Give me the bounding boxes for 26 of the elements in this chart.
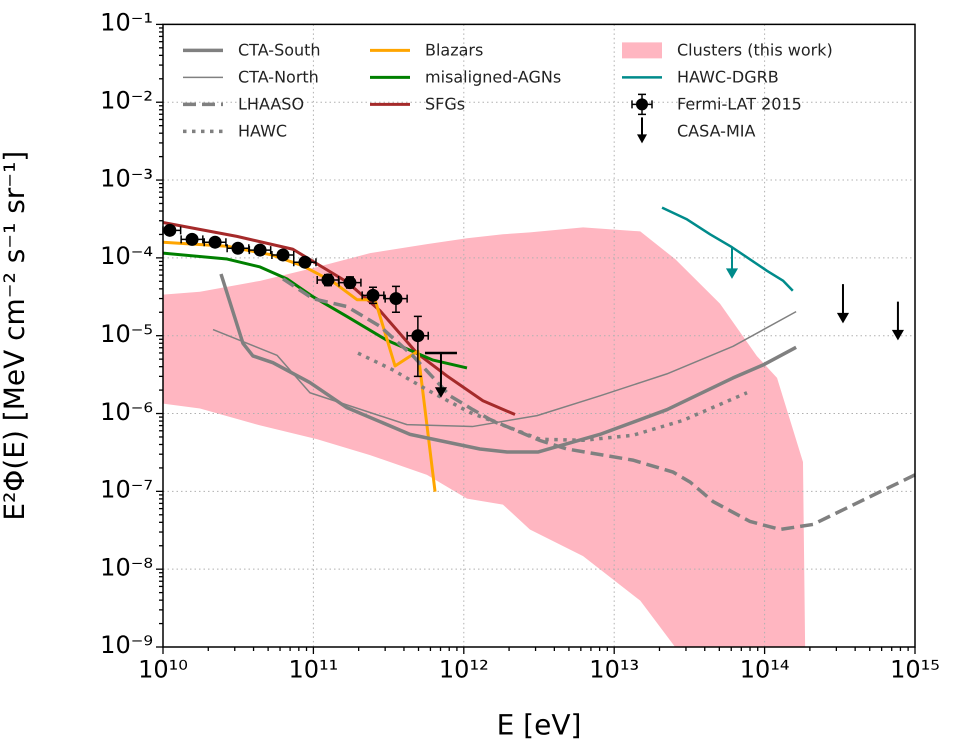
y-axis-title: E²Φ(E) [MeV cm⁻² s⁻¹ sr⁻¹] <box>0 150 32 521</box>
legend-label: Clusters (this work) <box>677 40 833 60</box>
y-tick-label: 10⁻⁶ <box>100 398 153 426</box>
y-tick-label: 10⁻⁵ <box>100 320 153 348</box>
y-tick-label: 10⁻² <box>100 86 153 114</box>
legend-label: Fermi-LAT 2015 <box>677 94 802 114</box>
legend-label: Blazars <box>425 40 484 60</box>
x-tick-label: 10¹³ <box>589 656 640 684</box>
legend-label: CASA-MIA <box>677 122 756 141</box>
y-tick-label: 10⁻¹ <box>100 8 153 37</box>
y-tick-label: 10⁻⁷ <box>100 476 153 504</box>
legend-label: HAWC-DGRB <box>677 68 779 87</box>
legend-label: HAWC <box>238 122 288 141</box>
x-tick-label: 10¹⁵ <box>890 656 940 684</box>
y-tick-label: 10⁻⁴ <box>100 242 153 270</box>
x-axis-title: E [eV] <box>496 708 582 742</box>
legend-label: misaligned-AGNs <box>425 68 562 87</box>
x-tick-label: 10¹² <box>438 656 489 684</box>
legend-label: LHAASO <box>238 94 304 114</box>
y-tick-label: 10⁻³ <box>100 164 153 192</box>
legend-label: SFGs <box>425 94 466 114</box>
legend-label: CTA-South <box>238 40 321 60</box>
x-tick-label: 10¹⁴ <box>740 656 790 684</box>
x-tick-label: 10¹¹ <box>288 656 338 684</box>
y-tick-label: 10⁻⁸ <box>100 553 153 582</box>
legend-label: CTA-North <box>238 68 319 87</box>
